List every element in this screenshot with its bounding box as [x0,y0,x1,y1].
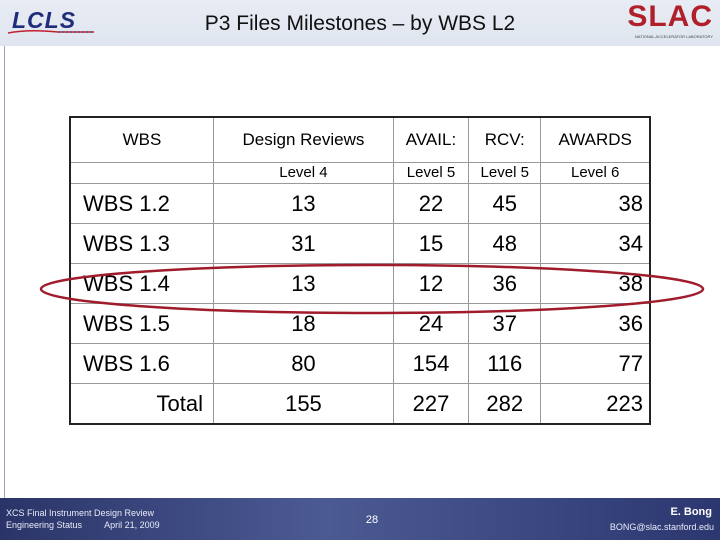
level-avail: Level 5 [392,162,469,184]
cell-awards: 34 [540,223,649,264]
table-level-row: Level 4 Level 5 Level 5 Level 6 [71,162,649,184]
total-design-reviews: 155 [213,383,394,423]
cell-avail: 15 [392,223,469,264]
total-label: Total [71,383,214,423]
table-header-row: WBS Design Reviews AVAIL: RCV: AWARDS [71,118,649,163]
lcls-logo: LCLS [8,7,94,37]
total-avail: 227 [392,383,469,423]
footer-date: April 21, 2009 [104,520,160,530]
cell-awards: 38 [540,183,649,224]
level-design-reviews: Level 4 [213,162,394,184]
header-design-reviews: Design Reviews [213,118,394,163]
cell-design-reviews: 13 [213,183,394,224]
highlight-ellipse [39,263,705,315]
cell-design-reviews: 18 [213,303,394,344]
lcls-swoosh-icon [8,29,94,34]
footer-event: XCS Final Instrument Design Review [6,508,155,518]
footer-subtitle: Engineering Status April 21, 2009 [6,520,160,530]
header-wbs: WBS [122,130,162,149]
slac-logo-text: SLAC [627,0,713,33]
slac-logo: SLAC NATIONAL ACCELERATOR LABORATORY [627,0,713,40]
cell-rcv: 48 [468,223,541,264]
level-rcv: Level 5 [468,162,541,184]
row-label: WBS 1.3 [71,223,214,264]
cell-avail: 22 [392,183,469,224]
slide-header: LCLS P3 Files Milestones – by WBS L2 SLA… [0,0,720,46]
total-awards: 223 [540,383,649,423]
cell-rcv: 45 [468,183,541,224]
table-row: WBS 1.3 31 15 48 34 [71,223,649,264]
header-awards: AWARDS [540,118,649,163]
level-wbs [71,162,214,184]
cell-design-reviews: 13 [213,263,394,304]
footer-email: BONG@slac.stanford.edu [609,522,714,532]
cell-design-reviews: 80 [213,343,394,384]
header-rcv: RCV: [468,118,541,163]
cell-avail: 154 [392,343,469,384]
table-row: WBS 1.6 80 154 116 77 [71,343,649,384]
row-label: WBS 1.6 [71,343,214,384]
slide-title: P3 Files Milestones – by WBS L2 [204,12,516,35]
cell-avail: 12 [392,263,469,304]
row-label: WBS 1.2 [71,183,214,224]
footer-status: Engineering Status [6,520,83,530]
table-row: WBS 1.2 13 22 45 38 [71,183,649,224]
slac-logo-subtitle: NATIONAL ACCELERATOR LABORATORY [634,34,713,39]
footer-author: E. Bong [670,506,712,518]
table-total-row: Total 155 227 282 223 [71,383,649,423]
table-row: WBS 1.5 18 24 37 36 [71,303,649,344]
header-avail: AVAIL: [392,118,469,163]
level-awards: Level 6 [540,162,649,184]
cell-rcv: 36 [468,263,541,304]
cell-rcv: 116 [468,343,541,384]
slide-footer: XCS Final Instrument Design Review Engin… [0,498,720,540]
cell-awards: 77 [540,343,649,384]
page-number: 28 [365,514,379,526]
total-rcv: 282 [468,383,541,423]
cell-avail: 24 [392,303,469,344]
cell-design-reviews: 31 [213,223,394,264]
left-accent-line [4,46,5,498]
lcls-logo-text: LCLS [12,7,77,33]
